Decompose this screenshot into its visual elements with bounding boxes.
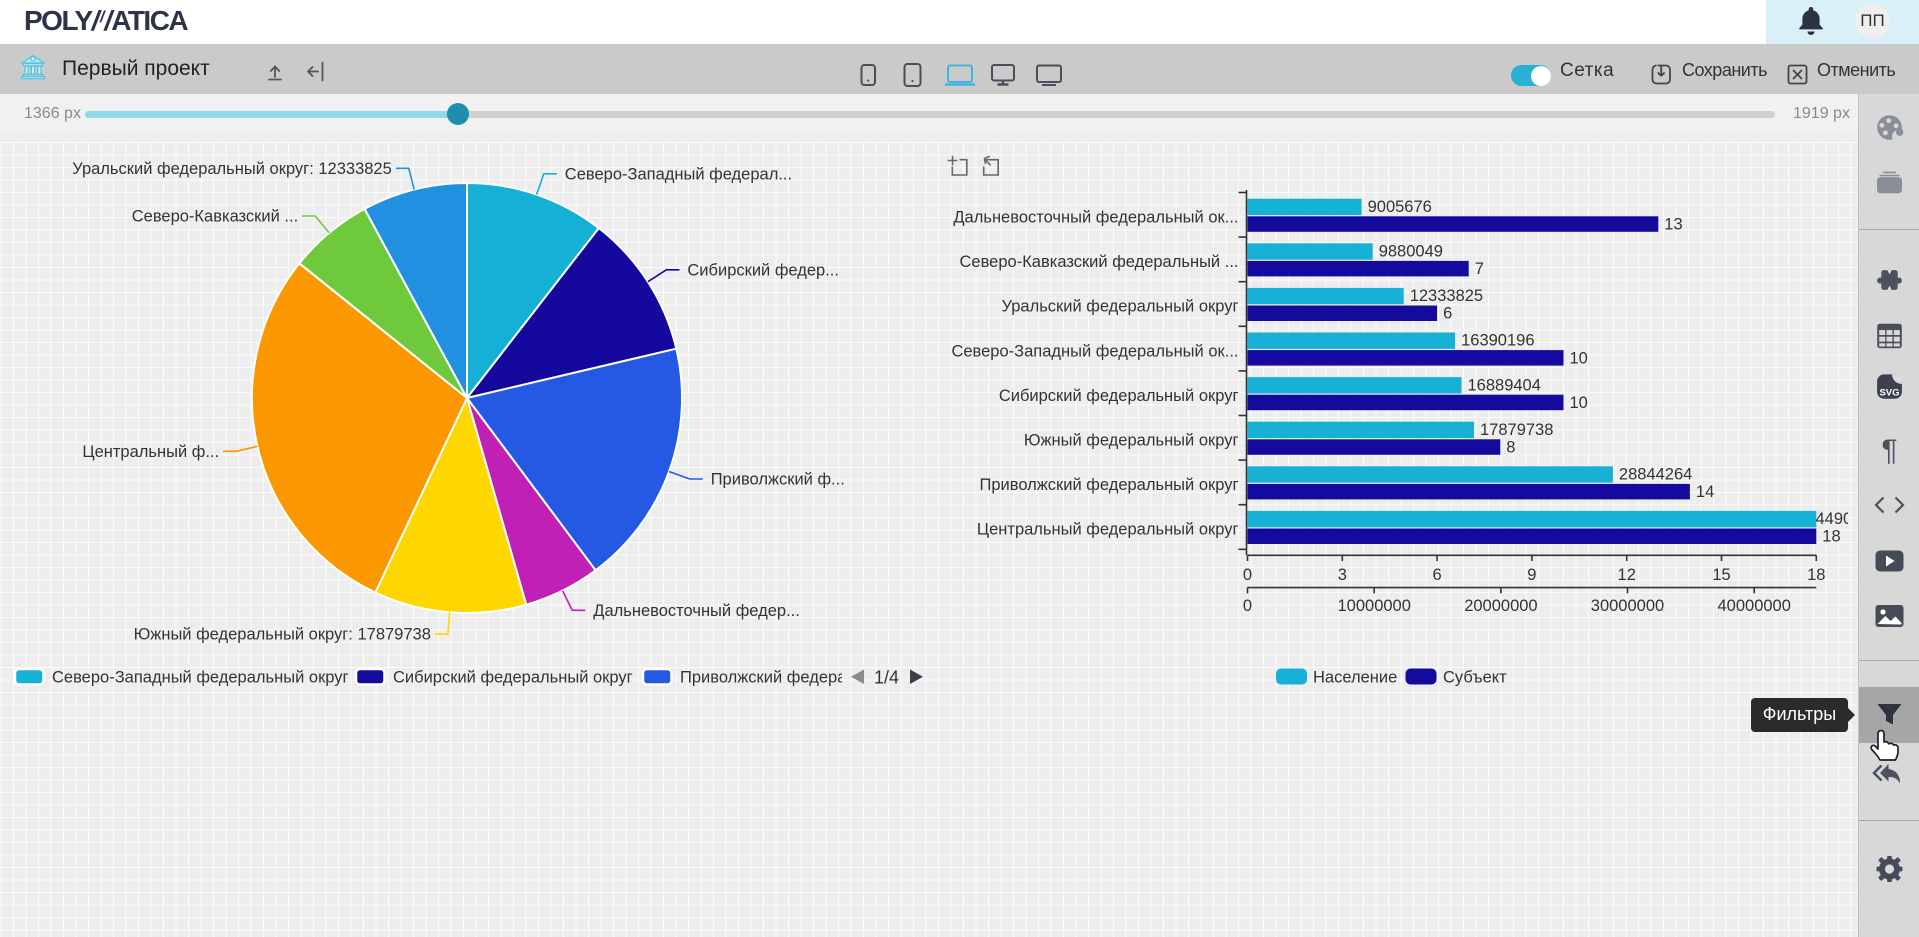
svg-text:Уральский федеральный округ: 1: Уральский федеральный округ: 12333825 xyxy=(72,160,392,178)
svg-text:Южный федеральный округ: Южный федеральный округ xyxy=(1024,432,1239,450)
svg-text:20000000: 20000000 xyxy=(1464,597,1537,615)
svg-text:14: 14 xyxy=(1696,483,1714,501)
svg-text:16889404: 16889404 xyxy=(1468,376,1541,394)
svg-text:Северо-Кавказский федеральный: Северо-Кавказский федеральный ... xyxy=(960,253,1239,271)
svg-text:Уральский федеральный округ: Уральский федеральный округ xyxy=(1001,298,1238,316)
svg-text:9005676: 9005676 xyxy=(1368,198,1432,216)
svg-text:Население: Население xyxy=(1313,669,1397,687)
svg-text:Сибирский федер...: Сибирский федер... xyxy=(687,261,839,279)
svg-text:Субъект: Субъект xyxy=(1443,669,1507,687)
svg-text:0: 0 xyxy=(1243,597,1252,615)
svg-text:40000000: 40000000 xyxy=(1717,597,1790,615)
svg-text:9: 9 xyxy=(1527,566,1536,584)
svg-text:8: 8 xyxy=(1506,439,1515,457)
svg-text:12: 12 xyxy=(1618,566,1636,584)
svg-text:Дальневосточный федеральный ок: Дальневосточный федеральный ок... xyxy=(953,209,1238,227)
svg-text:16390196: 16390196 xyxy=(1461,332,1534,350)
svg-text:18: 18 xyxy=(1807,566,1825,584)
svg-text:15: 15 xyxy=(1712,566,1730,584)
svg-text:17879738: 17879738 xyxy=(1480,421,1553,439)
svg-text:44900000: 44900000 xyxy=(1816,510,1861,528)
svg-text:6: 6 xyxy=(1433,566,1442,584)
svg-text:Северо-Западный федеральный ок: Северо-Западный федеральный ок... xyxy=(951,342,1238,360)
svg-text:Сибирский федеральный округ: Сибирский федеральный округ xyxy=(999,387,1239,405)
svg-text:9880049: 9880049 xyxy=(1379,243,1443,261)
svg-text:13: 13 xyxy=(1664,216,1682,234)
svg-text:10000000: 10000000 xyxy=(1337,597,1410,615)
svg-text:7: 7 xyxy=(1475,260,1484,278)
svg-text:Северо-Западный федеральный ок: Северо-Западный федеральный округ xyxy=(52,669,349,687)
svg-text:Центральный ф...: Центральный ф... xyxy=(82,443,219,461)
svg-text:28844264: 28844264 xyxy=(1619,466,1692,484)
svg-text:1/4: 1/4 xyxy=(874,668,899,688)
svg-text:12333825: 12333825 xyxy=(1410,287,1483,305)
svg-text:Северо-Кавказский ...: Северо-Кавказский ... xyxy=(132,208,298,226)
svg-text:30000000: 30000000 xyxy=(1591,597,1664,615)
svg-text:Сибирский федеральный округ: Сибирский федеральный округ xyxy=(393,669,633,687)
svg-text:SVG: SVG xyxy=(1879,388,1899,399)
svg-text:Приволжский федеральный округ: Приволжский федеральный округ xyxy=(980,476,1239,494)
svg-text:¶: ¶ xyxy=(1881,434,1897,467)
svg-text:Южный федеральный округ: 17879: Южный федеральный округ: 17879738 xyxy=(134,626,431,644)
svg-text:0: 0 xyxy=(1243,566,1252,584)
svg-text:Приволжский ф...: Приволжский ф... xyxy=(711,471,845,489)
svg-text:Дальневосточный федер...: Дальневосточный федер... xyxy=(593,602,800,620)
svg-text:18: 18 xyxy=(1822,528,1840,546)
svg-text:10: 10 xyxy=(1570,349,1588,367)
svg-text:Центральный федеральный округ: Центральный федеральный округ xyxy=(977,521,1239,539)
svg-text:Северо-Западный федерал...: Северо-Западный федерал... xyxy=(565,165,792,183)
svg-text:10: 10 xyxy=(1570,394,1588,412)
svg-text:Приволжский федеральный округ: Приволжский федеральный округ xyxy=(680,669,939,687)
svg-text:6: 6 xyxy=(1443,305,1452,323)
svg-text:3: 3 xyxy=(1338,566,1347,584)
